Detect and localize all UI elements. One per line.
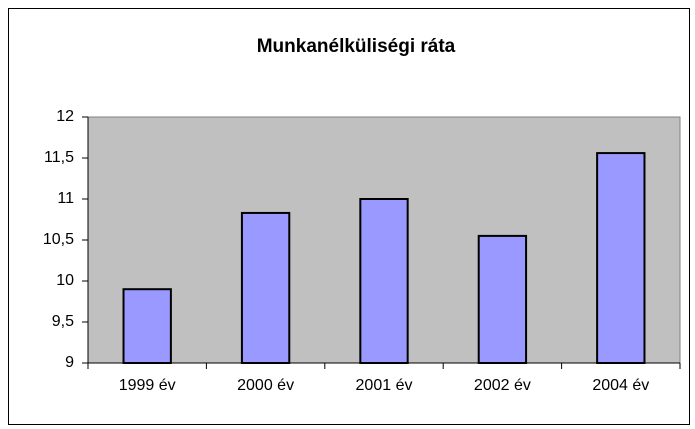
bar: [122, 288, 172, 365]
x-tick-label: 2001 év: [356, 377, 413, 394]
x-tick-label: 2004 év: [592, 377, 649, 394]
x-tick-label: 2000 év: [237, 377, 294, 394]
y-tick-label: 11: [57, 190, 74, 207]
y-tick-label: 10: [56, 272, 74, 289]
bar: [240, 211, 291, 364]
bar: [477, 234, 528, 364]
y-tick-label: 11,5: [44, 149, 74, 166]
y-tick-label: 12: [56, 108, 74, 125]
y-tick-label: 9,5: [52, 313, 74, 330]
y-tick-label: 10,5: [43, 231, 74, 248]
x-tick-label: 1999 év: [119, 377, 176, 394]
y-tick-label: 9: [65, 354, 74, 371]
x-tick-label: 2002 év: [474, 377, 531, 394]
bar: [596, 152, 646, 364]
chart-title: Munkanélküliségi ráta: [257, 36, 456, 57]
bar: [359, 198, 409, 364]
